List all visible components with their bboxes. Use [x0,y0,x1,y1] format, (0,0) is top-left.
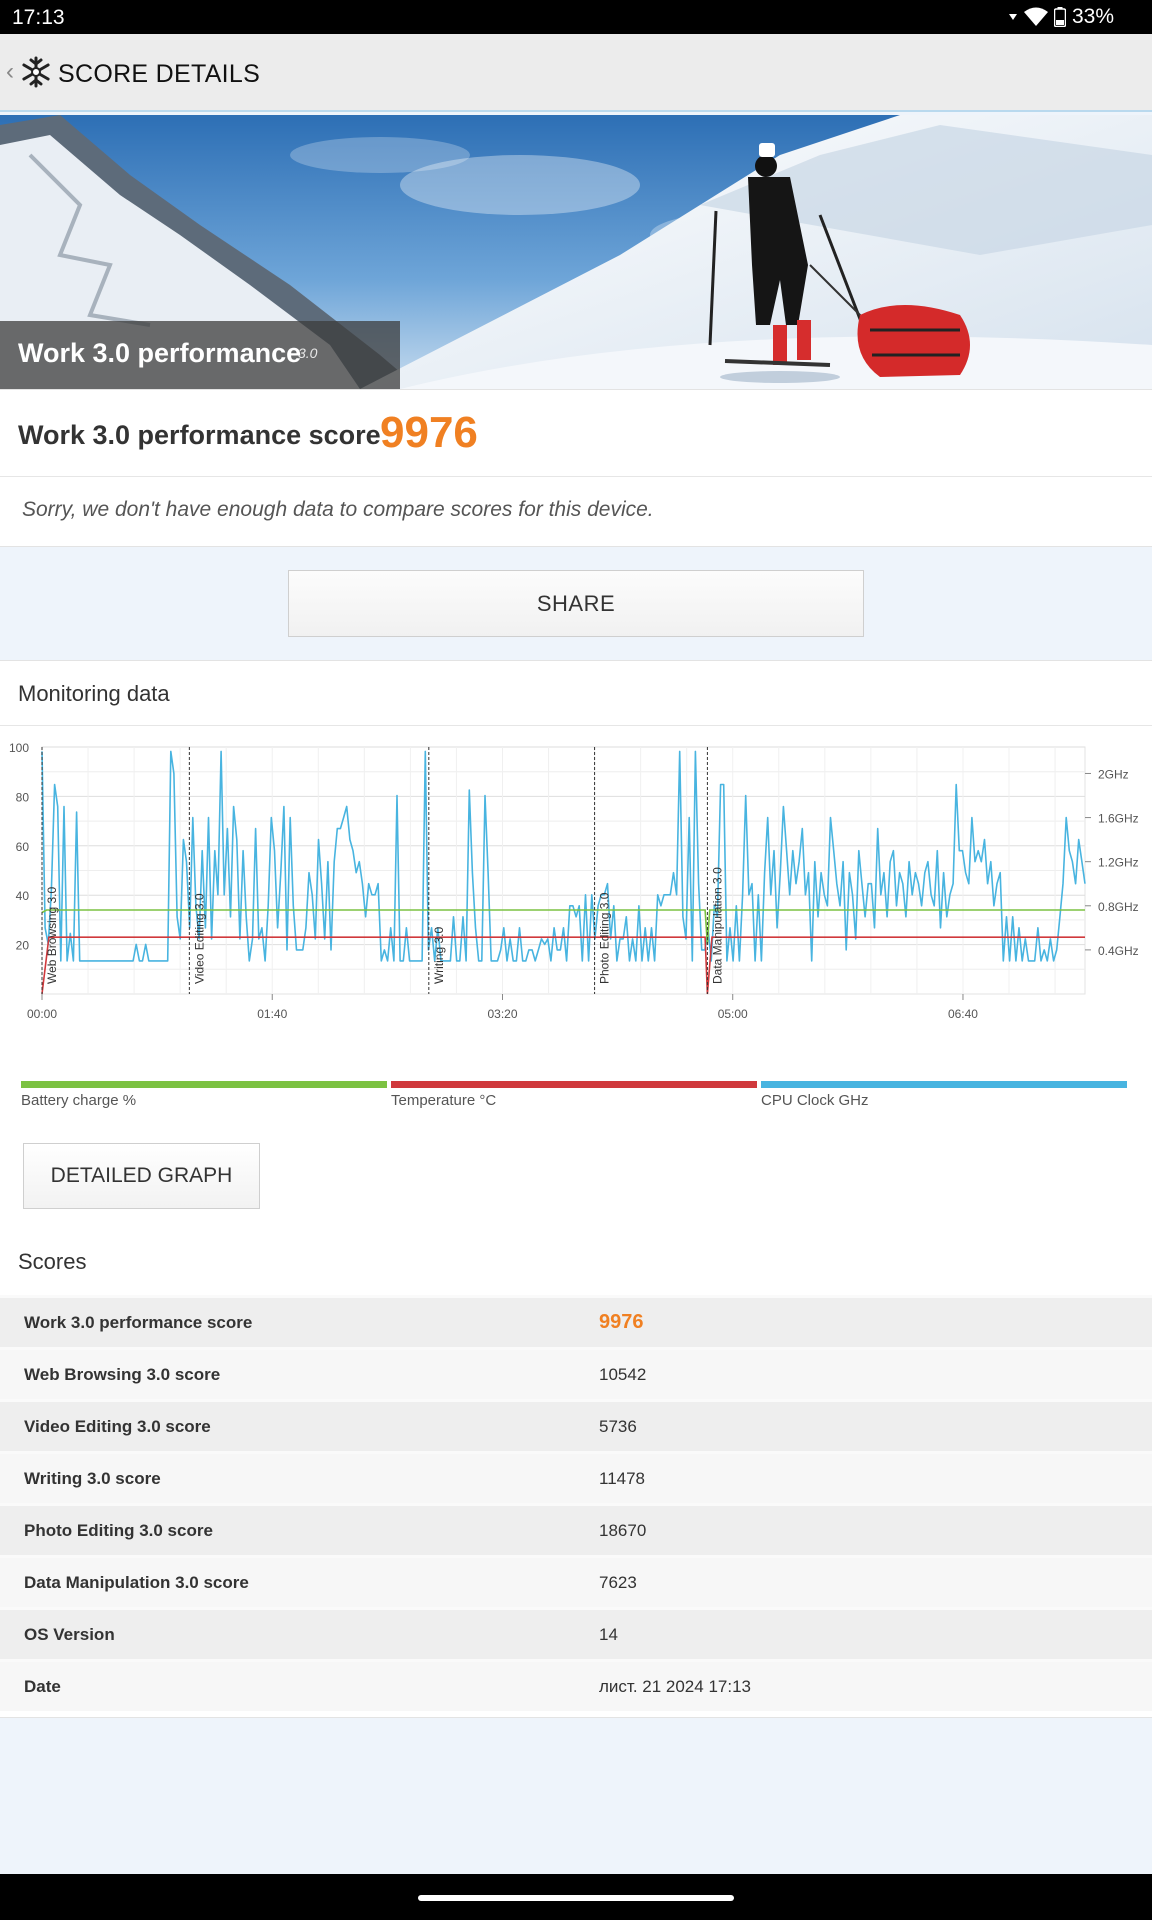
legend-battery: Battery charge % [21,1081,387,1109]
y-right-tick-label: 2GHz [1098,767,1129,781]
hero-banner: Work 3.0 performance 3.0 [0,115,1152,389]
overall-score-label: Work 3.0 performance score [18,420,381,450]
battery-series-line [41,909,1085,945]
legend-cpu-label: CPU Clock GHz [761,1092,869,1109]
legend-battery-swatch [21,1081,387,1088]
y-left-tick-label: 80 [16,790,30,804]
hero-illustration [0,115,1152,389]
x-tick-label: 01:40 [257,1007,287,1019]
table-row: Date лист. 21 2024 17:13 [0,1659,1152,1711]
row-label: Video Editing 3.0 score [24,1417,211,1436]
row-value: 10542 [599,1365,647,1384]
row-label: Data Manipulation 3.0 score [24,1573,249,1592]
row-label: Web Browsing 3.0 score [24,1365,221,1384]
table-row: OS Version 14 [0,1607,1152,1659]
row-label: Date [24,1677,61,1696]
row-label: Work 3.0 performance score [24,1313,253,1332]
status-bar: 17:13 33% [0,0,1152,34]
table-row: Video Editing 3.0 score 5736 [0,1399,1152,1451]
home-gesture-pill[interactable] [418,1895,734,1901]
legend-cpu-swatch [761,1081,1127,1088]
row-value: 11478 [599,1469,646,1488]
battery-percent: 33% [1071,5,1114,28]
row-value: 18670 [599,1521,647,1540]
battery-icon [1053,7,1066,27]
row-value: 14 [599,1625,618,1644]
x-tick-label: 03:20 [487,1007,517,1019]
monitoring-title: Monitoring data [18,681,170,706]
back-chevron-icon[interactable]: ‹ [6,58,14,85]
y-right-tick-label: 1.6GHz [1098,812,1139,826]
score-card: Work 3.0 performance score 9976 Sorry, w… [0,389,1152,547]
y-right-tick-label: 0.8GHz [1098,900,1139,914]
monitoring-chart-svg: 20 40 60 80 100 0.4GHz 0.8GHz 1.2GHz 1.6GHz 2GHz 0… [9,741,1139,1021]
row-value: 9976 [599,1311,644,1333]
y-left-tick-label: 40 [16,889,30,903]
table-row: Web Browsing 3.0 score 10542 [0,1347,1152,1399]
section-label: Data Manipulation 3.0 [710,867,724,984]
overall-score-value: 9976 [380,408,478,457]
signal-arrow-icon [1008,12,1018,22]
comparison-note: Sorry, we don't have enough data to comp… [22,498,654,521]
x-tick-label: 05:00 [718,1007,748,1019]
section-label: Photo Editing 3.0 [598,892,612,984]
legend-temperature-swatch [391,1081,757,1088]
monitoring-card: Monitoring data 20 40 60 80 100 0.4GHz 0.8GHz 1… [0,660,1152,1718]
hero-version: 3.0 [298,345,318,361]
temperature-series-line [41,936,1085,995]
y-left-tick-label: 20 [16,939,30,953]
y-right-tick-label: 0.4GHz [1098,944,1139,958]
row-value: 5736 [599,1417,637,1436]
y-left-tick-label: 60 [16,840,30,854]
scores-table: Work 3.0 performance score 9976 Web Brow… [0,1295,1152,1711]
legend-temperature: Temperature °C [391,1081,757,1109]
row-label: OS Version [24,1625,115,1644]
cpu-clock-series-line [41,750,1086,962]
y-right-tick-label: 1.2GHz [1098,856,1139,870]
row-label: Writing 3.0 score [24,1469,161,1488]
legend-temperature-label: Temperature °C [391,1092,497,1109]
table-row: Data Manipulation 3.0 score 7623 [0,1555,1152,1607]
section-label: Web Browsing 3.0 [45,887,59,984]
section-label: Video Editing 3.0 [192,893,206,984]
snowflake-logo-icon [20,56,52,93]
page-title: SCORE DETAILS [58,60,261,88]
monitoring-chart: 20 40 60 80 100 0.4GHz 0.8GHz 1.2GHz 1.6GHz 2GHz 0… [0,739,1152,1021]
app-bar: ‹ SCORE DETAILS [0,34,1152,112]
wifi-icon [1023,7,1048,27]
hero-title: Work 3.0 performance [18,338,302,368]
detailed-graph-button[interactable]: DETAILED GRAPH [23,1143,260,1209]
table-row: Photo Editing 3.0 score 18670 [0,1503,1152,1555]
row-label: Photo Editing 3.0 score [24,1521,213,1540]
legend-cpu: CPU Clock GHz [761,1081,1127,1109]
table-row: Writing 3.0 score 11478 [0,1451,1152,1503]
share-button[interactable]: SHARE [288,570,864,637]
x-tick-label: 00:00 [27,1007,57,1019]
section-label: Writing 3.0 [432,927,446,984]
row-value: лист. 21 2024 17:13 [599,1677,751,1696]
scores-title: Scores [18,1249,87,1274]
row-value: 7623 [599,1573,637,1592]
navigation-bar [0,1874,1152,1920]
x-tick-label: 06:40 [948,1007,978,1019]
status-time: 17:13 [12,6,65,29]
y-left-tick-label: 100 [9,741,29,755]
table-row: Work 3.0 performance score 9976 [0,1295,1152,1347]
legend-battery-label: Battery charge % [21,1092,137,1109]
